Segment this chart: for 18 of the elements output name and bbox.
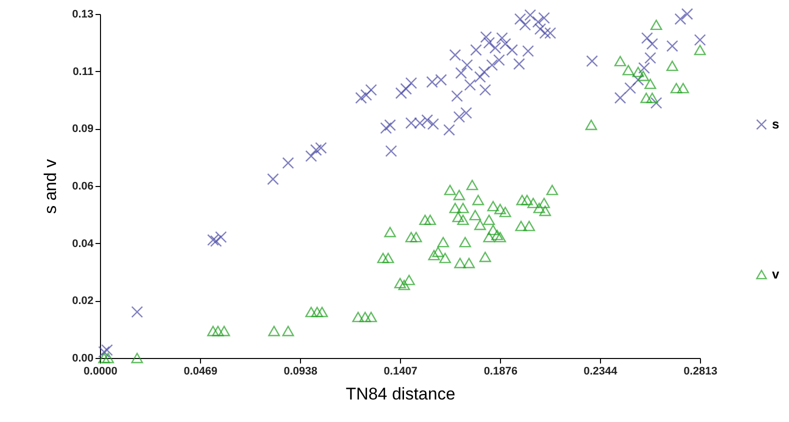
y-axis-title: s and v bbox=[41, 158, 60, 214]
x-tick-label: 0.1876 bbox=[484, 366, 518, 378]
x-tick-label: 0.0000 bbox=[84, 366, 118, 378]
y-tick-label: 0.04 bbox=[72, 238, 94, 250]
y-tick-label: 0.09 bbox=[72, 123, 94, 136]
y-tick-label: 0.06 bbox=[72, 180, 94, 192]
x-tick-label: 0.1407 bbox=[384, 366, 418, 378]
y-tick-label: 0.11 bbox=[72, 66, 94, 78]
x-tick-label: 0.2813 bbox=[684, 366, 718, 378]
legend-label: v bbox=[772, 266, 780, 282]
legend-label: s bbox=[772, 116, 780, 132]
x-tick-label: 0.0938 bbox=[284, 366, 318, 378]
y-tick-label: 0.00 bbox=[72, 352, 94, 364]
y-tick-label: 0.02 bbox=[72, 295, 94, 308]
x-tick-label: 0.0469 bbox=[184, 366, 218, 378]
x-tick-label: 0.2344 bbox=[584, 366, 618, 378]
x-axis-title: TN84 distance bbox=[346, 384, 456, 404]
y-tick-label: 0.13 bbox=[72, 8, 94, 20]
